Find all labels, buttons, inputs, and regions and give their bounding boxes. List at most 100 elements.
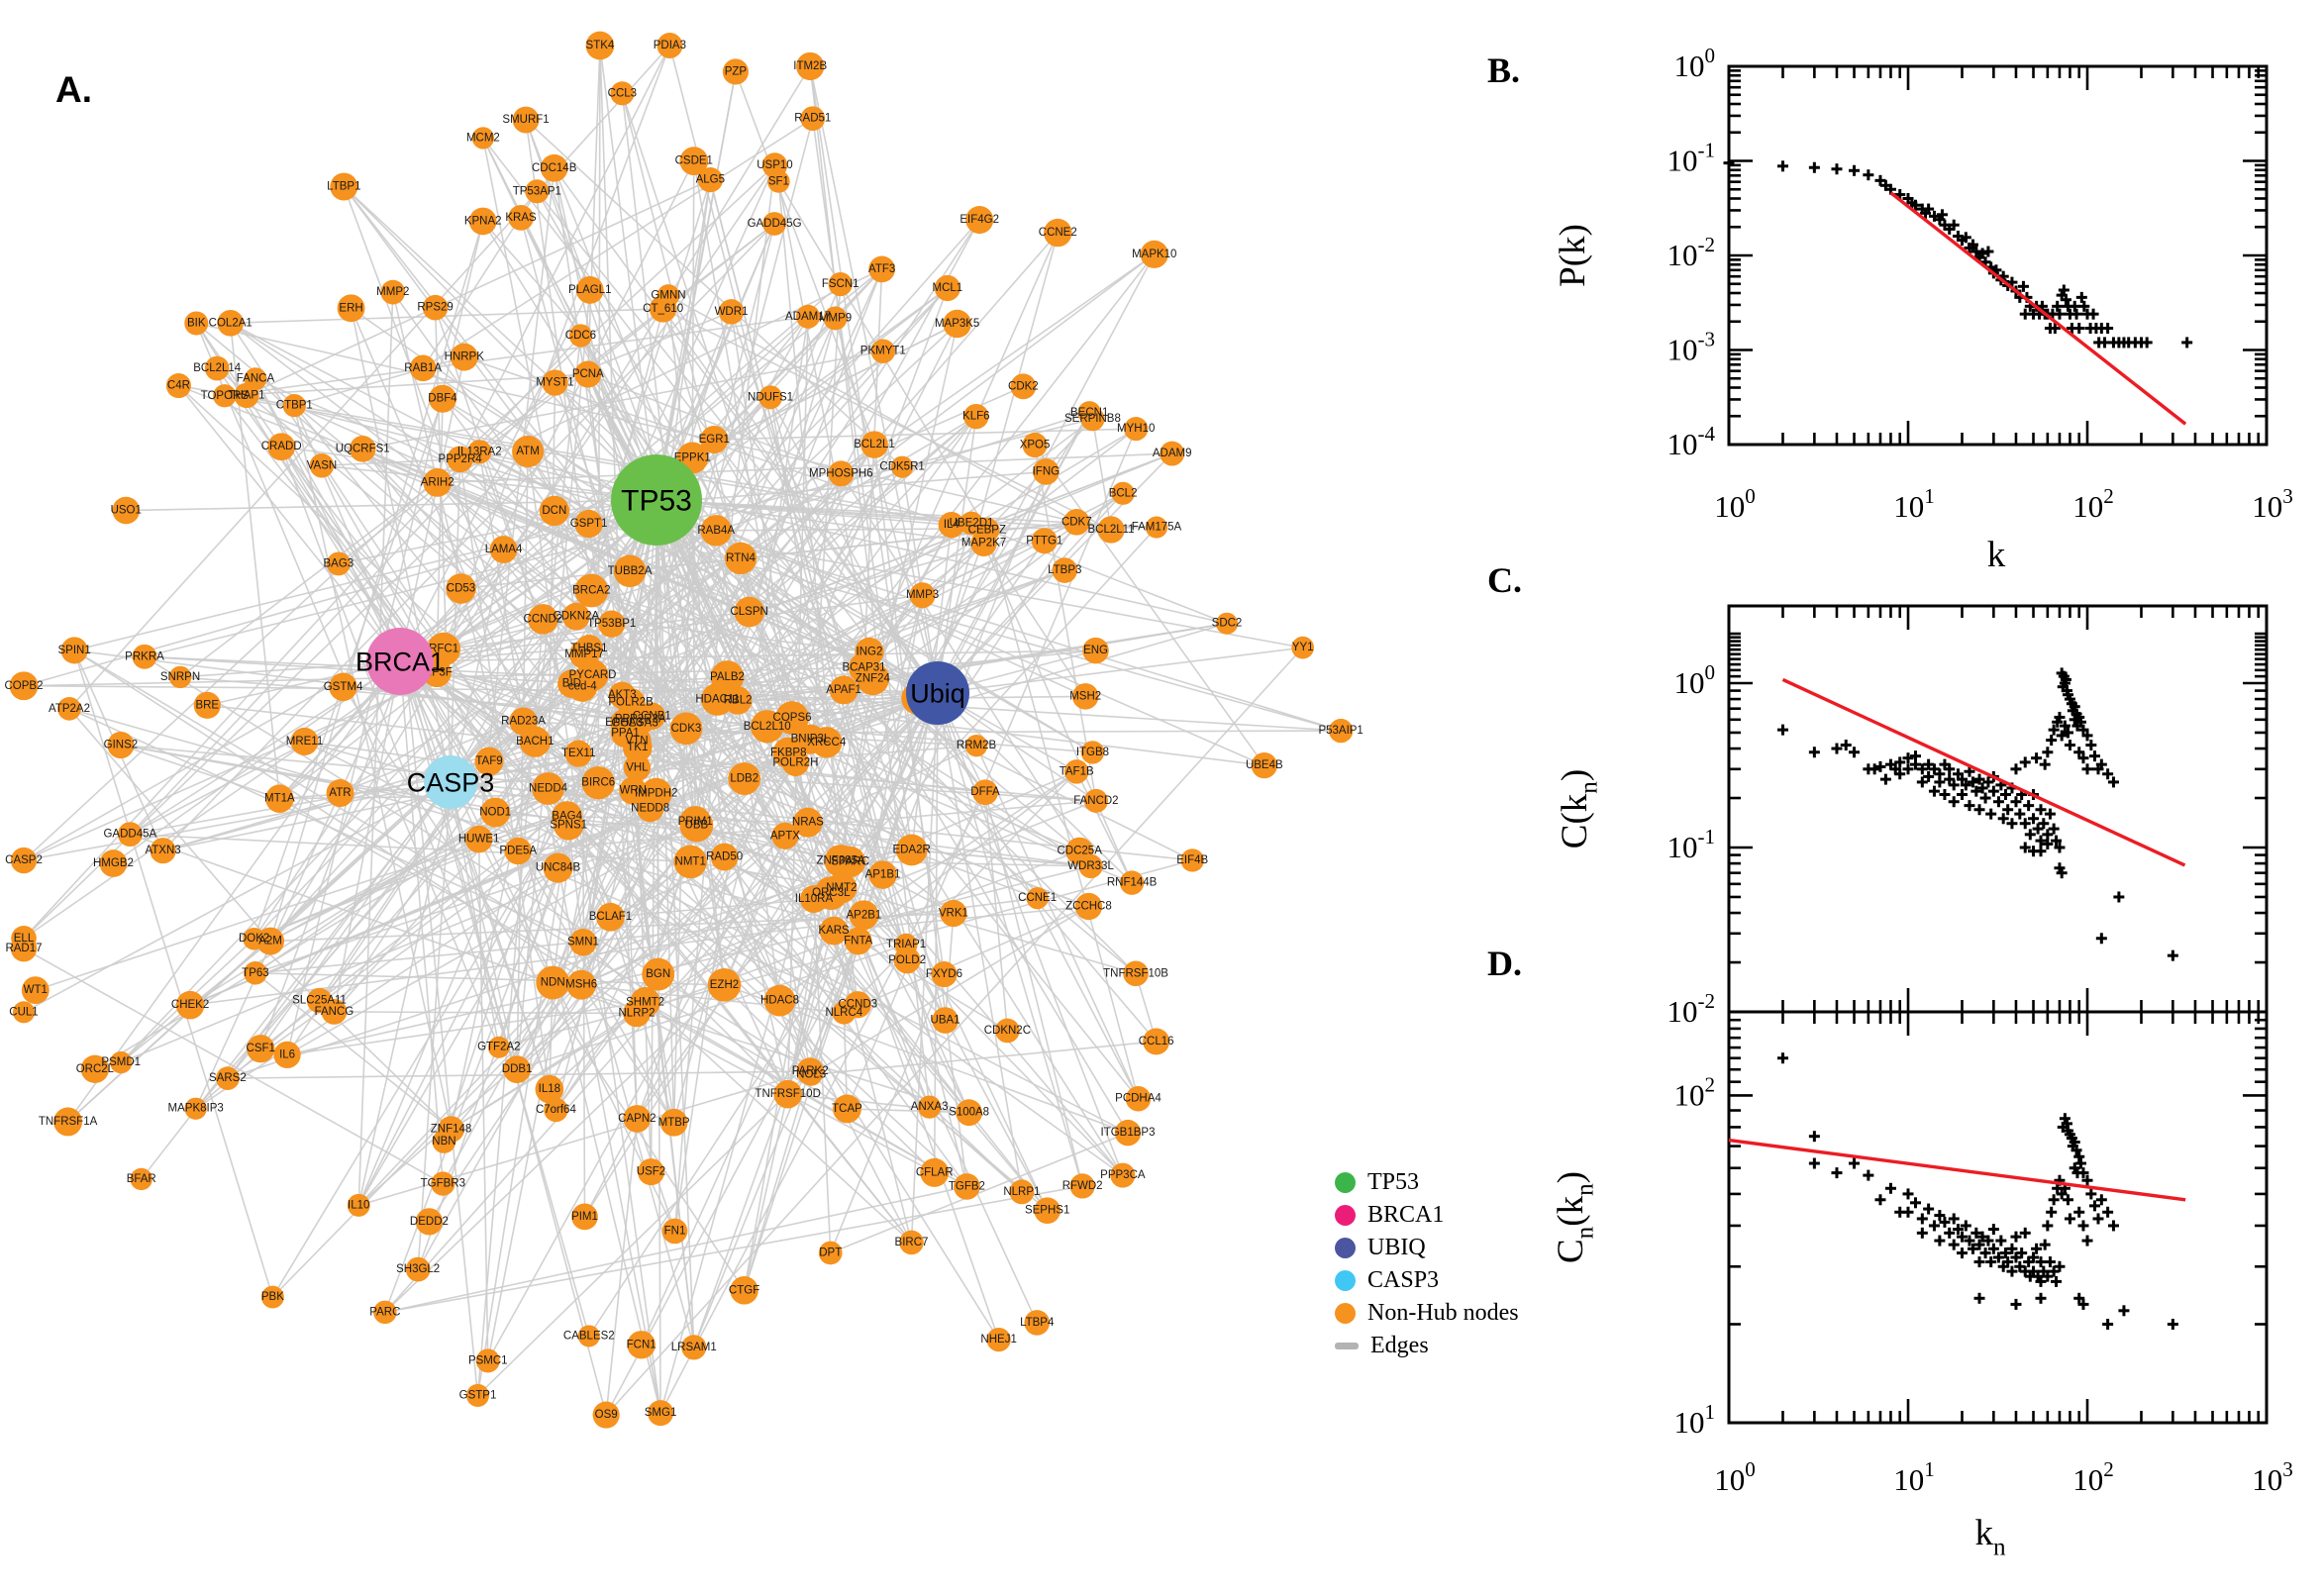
node-label: MMP17 (564, 648, 604, 660)
non-hub-node (718, 299, 745, 325)
non-hub-node (234, 382, 259, 409)
node-label: TP63 (242, 967, 269, 979)
y-axis-title: Cn(kn) (1551, 1171, 1598, 1263)
node-label: SPNS1 (550, 819, 587, 831)
non-hub-node (1125, 1085, 1152, 1112)
non-hub-node (427, 632, 461, 666)
node-label: DDB1 (502, 1063, 533, 1075)
network-edges (23, 45, 1342, 1416)
hub-node-ubiq (906, 661, 969, 725)
non-hub-node (932, 1007, 959, 1034)
non-hub-node (574, 360, 602, 388)
x-tick-label: 101 (1893, 1457, 1935, 1497)
node-label: NRAS (792, 817, 824, 829)
non-hub-node (700, 425, 729, 454)
non-hub-node (938, 511, 965, 539)
node-label: RAD50 (706, 851, 743, 863)
non-hub-node (528, 604, 558, 635)
node-label: KLF6 (962, 411, 990, 423)
non-hub-node (610, 81, 635, 106)
node-label: ITGB8 (1076, 747, 1109, 758)
node-label: DFFA (970, 786, 1000, 798)
y-tick-label: 102 (1673, 1072, 1715, 1112)
node-label: WRN (620, 785, 647, 797)
node-label: UBE4B (1246, 759, 1283, 771)
non-hub-node (1063, 759, 1089, 784)
y-tick-label: 101 (1673, 1400, 1715, 1440)
non-hub-node (792, 807, 823, 838)
non-hub-node (1114, 1119, 1142, 1147)
node-label: APTX (770, 830, 800, 842)
node-label: DEDD2 (410, 1216, 449, 1228)
y-tick-label: 10-2 (1666, 989, 1715, 1029)
node-label: LTBP3 (1048, 564, 1081, 576)
node-label: RTN4 (726, 552, 756, 564)
panel-label-c: C. (1487, 560, 1522, 600)
node-label: ZNF24 (856, 672, 891, 684)
node-label: ANXA3 (911, 1101, 949, 1113)
non-hub-node (99, 849, 128, 877)
node-label: BFAR (127, 1173, 156, 1185)
panel-label-d: D. (1487, 944, 1522, 983)
node-label: RRM2B (957, 740, 997, 751)
node-label: USO1 (111, 505, 142, 517)
legend-item: Edges (1335, 1330, 1519, 1362)
node-label: C7orf64 (536, 1104, 577, 1116)
non-hub-node (1080, 741, 1105, 764)
non-hub-node (165, 373, 191, 399)
node-label: TUBB2A (608, 565, 653, 577)
plot-frame (1727, 1010, 2269, 1425)
node-label: LDB2 (730, 773, 758, 785)
non-hub-node (117, 822, 143, 848)
non-hub-node (12, 1001, 36, 1024)
node-label: ORC3L (812, 887, 851, 899)
node-label: ATP2A2 (49, 703, 90, 715)
node-label: GSPT1 (570, 518, 608, 530)
node-label: BIRC7 (895, 1237, 929, 1248)
non-hub-node (1065, 837, 1094, 865)
node-label: IMPDH2 (635, 788, 677, 800)
node-label: TNFRSF10B (1103, 967, 1168, 979)
non-hub-node (577, 1325, 600, 1347)
node-label: PZP (725, 65, 748, 77)
non-hub-node (543, 852, 573, 883)
non-hub-node (273, 1041, 301, 1069)
non-hub-node (823, 306, 848, 331)
node-label: ENG (1083, 645, 1108, 656)
network-node-labels: TP53BP1 RAD50 NBN MRE11 MSH2 RFC1 HDAC8 RAD17 YY… (5, 40, 1364, 1421)
node-label: BCAP31 (842, 661, 885, 673)
non-hub-node (540, 153, 568, 182)
non-hub-node (818, 1241, 843, 1265)
non-hub-node (431, 1171, 455, 1196)
non-hub-node (80, 1054, 110, 1083)
non-hub-node (150, 838, 176, 864)
node-label: USP10 (757, 159, 792, 171)
node-label: HDAC8 (760, 995, 799, 1007)
node-label: WDR33L (1067, 860, 1114, 872)
node-label: SEPHS1 (1025, 1205, 1069, 1217)
node-label: BGN (646, 968, 670, 980)
node-label: DOK2 (239, 933, 269, 945)
non-hub-node (795, 724, 826, 754)
node-label: GINS2 (104, 740, 139, 751)
node-label: UNC84B (536, 862, 581, 874)
non-hub-node (834, 846, 866, 878)
x-axis-title: kn (1974, 1513, 2006, 1560)
node-label: ATM (516, 446, 539, 457)
node-label: AP1B1 (865, 869, 901, 881)
non-hub-node (489, 536, 518, 563)
node-label: KRAS (505, 212, 537, 224)
non-hub-node (53, 1107, 83, 1137)
non-hub-node (649, 295, 677, 323)
non-hub-node (405, 1256, 431, 1282)
non-hub-node (244, 960, 267, 985)
non-hub-node (1215, 612, 1239, 635)
node-label: MT1A (264, 793, 295, 805)
node-label: LRSAM1 (671, 1342, 717, 1353)
non-hub-node (728, 762, 761, 795)
non-hub-node (596, 902, 625, 932)
non-hub-node (256, 927, 285, 955)
non-hub-node (168, 665, 192, 689)
node-label: PYCARD (569, 669, 617, 681)
non-hub-node (480, 797, 511, 828)
